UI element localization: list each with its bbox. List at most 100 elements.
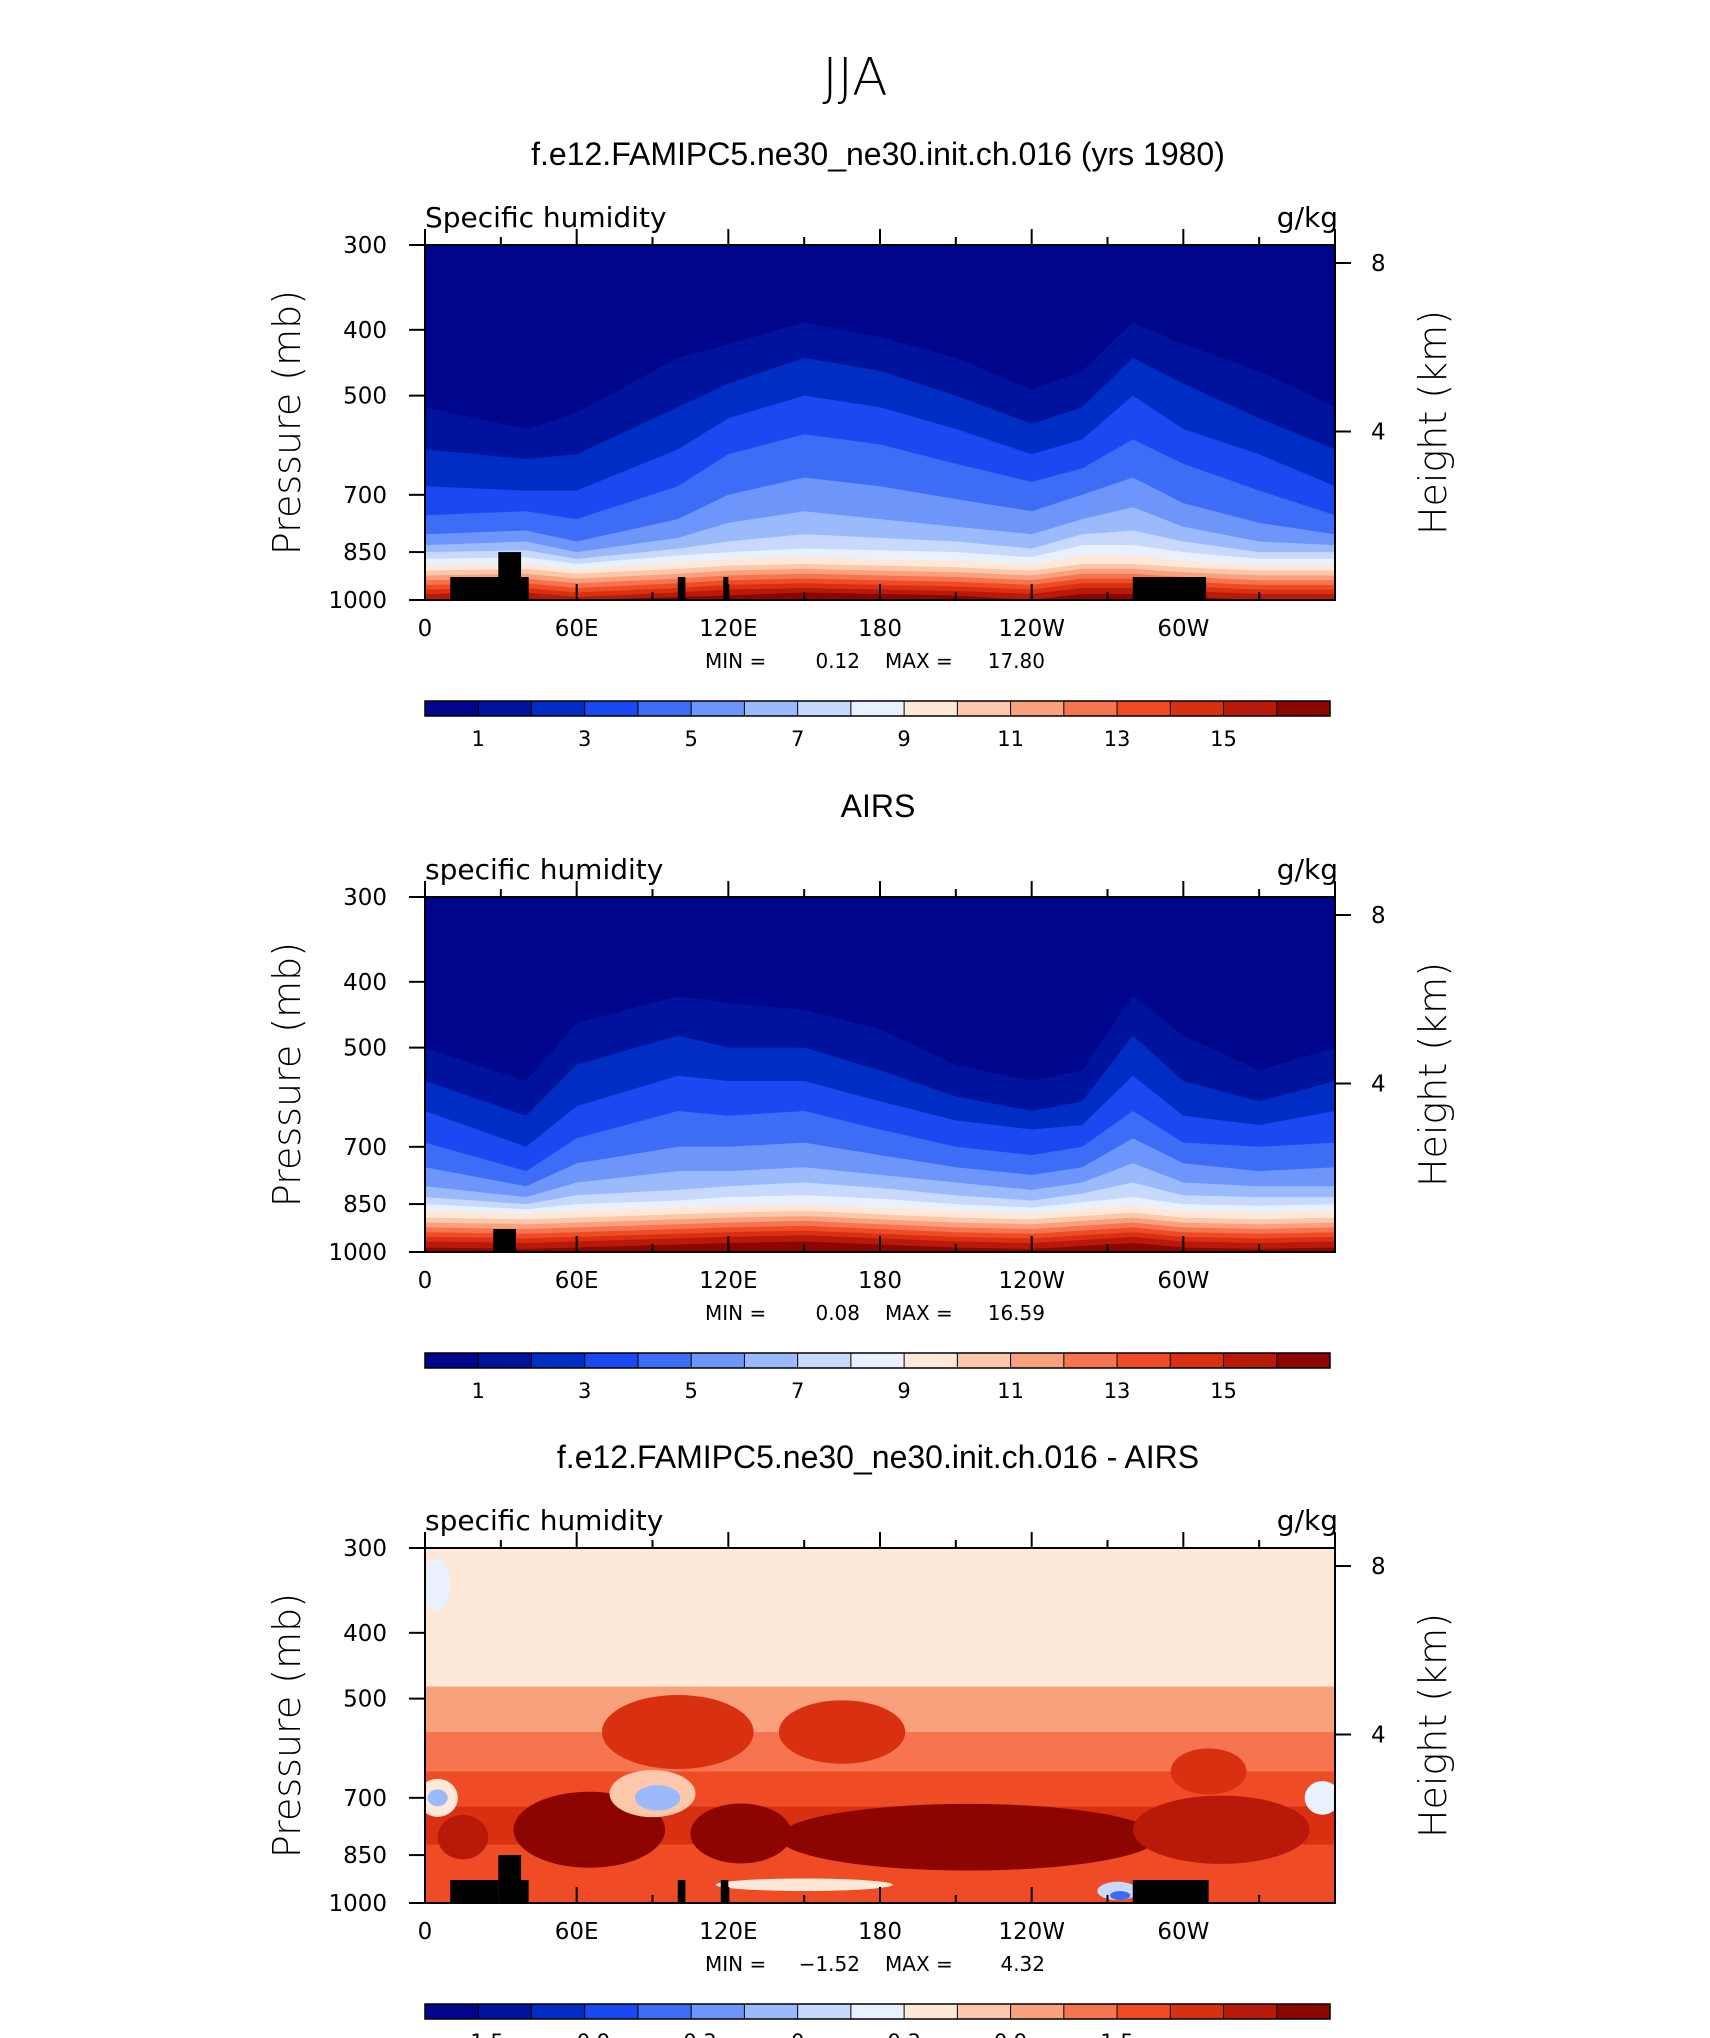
difference-region-5 — [1170, 1748, 1247, 1795]
y-tick-label: 400 — [343, 970, 387, 996]
colorbar-label: 13 — [1104, 727, 1131, 751]
colorbar-box — [957, 701, 1012, 716]
colorbar-label: 9 — [897, 1379, 910, 1403]
colorbar-box — [691, 1353, 745, 1368]
colorbar-box — [1117, 701, 1171, 716]
x-tick-label: 0 — [418, 616, 433, 642]
difference-region-17 — [1006, 1603, 1108, 1663]
y-tick-label: 700 — [343, 483, 387, 509]
colorbar-label: 7 — [791, 727, 804, 751]
y-tick-label: 500 — [343, 384, 387, 410]
colorbar-label: 3 — [578, 727, 591, 751]
y-tick-label: 300 — [343, 233, 387, 259]
humidity-field — [425, 1548, 1335, 1903]
difference-region-1 — [778, 1700, 906, 1764]
colorbar-box — [904, 701, 958, 716]
colorbar-box — [478, 1353, 532, 1368]
y-tick-label: 850 — [343, 1192, 387, 1218]
y-tick-label: 1000 — [328, 1240, 387, 1266]
colorbar-label: 0.9 — [994, 2030, 1027, 2038]
colorbar-label: −0.9 — [559, 2030, 610, 2038]
y-tick-label: 850 — [343, 1843, 387, 1869]
x-tick-label: 60E — [555, 616, 599, 642]
height-tick-label: 8 — [1371, 251, 1386, 277]
colorbar-box — [1063, 1353, 1118, 1368]
difference-region-11 — [427, 1789, 448, 1807]
colorbar-box — [797, 701, 852, 716]
max-label: MAX = — [885, 649, 953, 673]
panel-title: f.e12.FAMIPC5.ne30_ne30.init.ch.016 - AI… — [557, 1439, 1199, 1475]
colorbar-label: 11 — [997, 1379, 1024, 1403]
colorbar-frame — [424, 2003, 1331, 2020]
y-tick-label: 850 — [343, 540, 387, 566]
colorbar-label: 1.5 — [1100, 2030, 1133, 2038]
colorbar-box — [1010, 1353, 1065, 1368]
colorbar-box — [744, 1353, 799, 1368]
colorbar-box — [1010, 2004, 1065, 2019]
colorbar-box — [1063, 2004, 1118, 2019]
height-tick-label: 4 — [1371, 1723, 1386, 1749]
colorbar-box — [478, 2004, 532, 2019]
y-tick-label: 400 — [343, 318, 387, 344]
figure-title: JJA — [822, 48, 887, 108]
max-value: 16.59 — [988, 1301, 1045, 1325]
y-tick-label: 300 — [343, 885, 387, 911]
colorbar-label: −1.5 — [453, 2030, 504, 2038]
colorbar-box — [637, 701, 692, 716]
min-label: MIN = — [705, 1301, 766, 1325]
colorbar-box — [425, 701, 479, 716]
difference-region-15 — [1110, 1890, 1131, 1901]
land-mask-2 — [521, 577, 529, 600]
colorbar-box — [1276, 2004, 1331, 2019]
x-tick-label: 120W — [998, 616, 1065, 642]
colorbar-label: 15 — [1210, 1379, 1237, 1403]
y-tick-label: 300 — [343, 1536, 387, 1562]
variable-label: Specific humidity — [425, 201, 667, 234]
difference-region-6 — [1132, 1795, 1310, 1864]
variable-label: specific humidity — [425, 1504, 663, 1537]
land-mask-3 — [677, 577, 686, 600]
y-axis-title-right: Height (km) — [1411, 962, 1455, 1187]
x-tick-label: 120W — [998, 1919, 1065, 1945]
land-mask-0 — [450, 577, 501, 600]
difference-region-2 — [778, 1803, 1159, 1871]
colorbar-box — [425, 2004, 479, 2019]
min-label: MIN = — [705, 649, 766, 673]
x-tick-label: 60W — [1157, 1919, 1209, 1945]
colorbar-box — [797, 1353, 852, 1368]
colorbar-box — [744, 701, 799, 716]
land-mask-0 — [450, 1880, 499, 1903]
colorbar-box — [904, 2004, 958, 2019]
y-tick-label: 700 — [343, 1135, 387, 1161]
height-tick-label: 8 — [1371, 1554, 1386, 1580]
x-tick-label: 180 — [858, 1268, 902, 1294]
colorbar-box — [478, 701, 532, 716]
x-tick-label: 120E — [699, 616, 757, 642]
colorbar-box — [1010, 701, 1065, 716]
colorbar-box — [691, 701, 745, 716]
panel-3: f.e12.FAMIPC5.ne30_ne30.init.ch.016 - AI… — [265, 1439, 1455, 2038]
land-mask-2 — [521, 1880, 529, 1903]
y-axis-title: Pressure (mb) — [265, 942, 309, 1207]
colorbar-box — [850, 701, 905, 716]
colorbar-label: −0.3 — [666, 2030, 717, 2038]
colorbar-box — [1223, 1353, 1278, 1368]
colorbar: 1 3 5 7 9 11 13 15 — [424, 1352, 1331, 1403]
land-mask-5 — [1132, 577, 1207, 600]
difference-region-13 — [715, 1878, 893, 1892]
colorbar-box — [850, 1353, 905, 1368]
height-tick-label: 4 — [1371, 420, 1386, 446]
x-tick-label: 0 — [418, 1268, 433, 1294]
x-tick-label: 60E — [555, 1919, 599, 1945]
land-mask-3 — [677, 1880, 686, 1903]
land-mask-4 — [720, 1880, 729, 1903]
y-axis-title-right: Height (km) — [1411, 1613, 1455, 1838]
x-tick-label: 180 — [858, 1919, 902, 1945]
variable-label: specific humidity — [425, 853, 663, 886]
y-axis-title-right: Height (km) — [1411, 310, 1455, 535]
max-value: 17.80 — [988, 649, 1045, 673]
difference-region-7 — [437, 1815, 489, 1860]
y-tick-label: 1000 — [328, 588, 387, 614]
units-label: g/kg — [1277, 1504, 1338, 1537]
